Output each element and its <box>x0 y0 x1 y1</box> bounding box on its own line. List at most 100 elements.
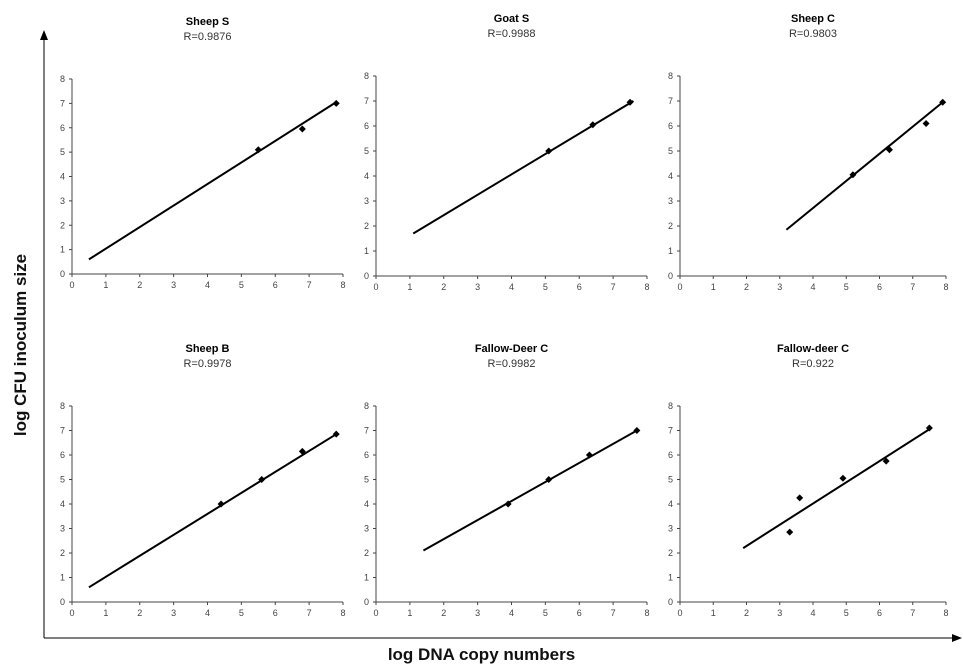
chart-panel-6: Fallow-deer C R=0.922 0 1 2 3 4 5 6 7 8 0 1 2 3 4 5 6 7 8 <box>668 343 949 618</box>
x-tick-label: 2 <box>744 282 749 292</box>
y-tick-label: 4 <box>60 499 65 509</box>
x-tick-label: 7 <box>611 608 616 618</box>
data-point <box>796 494 804 502</box>
y-axis-label: log CFU inoculum size <box>11 253 30 437</box>
x-tick-label: 2 <box>744 608 749 618</box>
chart-title: Fallow-Deer C <box>475 343 548 355</box>
trendline <box>742 428 930 549</box>
y-tick-label: 5 <box>668 475 673 485</box>
chart-panels: Sheep S R=0.9876 0 1 2 3 4 5 6 7 8 0 1 2 3 4 5 6 7 8 Goat S R… <box>60 13 949 618</box>
data-point <box>925 424 933 432</box>
y-tick-label: 6 <box>364 450 369 460</box>
x-tick-label: 4 <box>810 282 815 292</box>
y-tick-label: 1 <box>364 246 369 256</box>
x-tick-label: 1 <box>407 282 412 292</box>
y-tick-label: 2 <box>364 548 369 558</box>
x-tick-label: 3 <box>777 282 782 292</box>
chart-title: Fallow-deer C <box>777 343 849 355</box>
y-tick-label: 5 <box>364 475 369 485</box>
x-tick-label: 1 <box>103 608 108 618</box>
x-tick-label: 4 <box>205 280 210 290</box>
x-tick-label: 2 <box>137 608 142 618</box>
y-tick-label: 4 <box>364 499 369 509</box>
y-tick-label: 2 <box>60 548 65 558</box>
x-tick-label: 4 <box>509 282 514 292</box>
x-tick-label: 6 <box>577 608 582 618</box>
x-tick-label: 8 <box>943 608 948 618</box>
chart-r-value: R=0.922 <box>792 358 834 370</box>
chart-panel-4: Sheep B R=0.9978 0 1 2 3 4 5 6 7 8 0 1 2 3 4 5 6 7 8 <box>60 343 346 618</box>
y-tick-label: 4 <box>60 172 65 182</box>
data-point <box>589 121 597 129</box>
y-tick-label: 8 <box>60 401 65 411</box>
data-point <box>298 447 306 455</box>
data-point <box>332 430 340 438</box>
figure-x-axis-arrow <box>952 634 962 642</box>
chart-title: Goat S <box>494 13 529 25</box>
y-tick-label: 5 <box>60 475 65 485</box>
x-tick-label: 0 <box>373 608 378 618</box>
x-tick-label: 0 <box>69 280 74 290</box>
data-point <box>585 451 593 459</box>
x-tick-label: 6 <box>877 608 882 618</box>
y-tick-label: 7 <box>364 426 369 436</box>
x-tick-label: 8 <box>644 282 649 292</box>
data-point <box>882 457 890 465</box>
x-tick-label: 3 <box>171 608 176 618</box>
chart-r-value: R=0.9978 <box>183 358 231 370</box>
x-tick-label: 3 <box>171 280 176 290</box>
y-tick-label: 3 <box>364 196 369 206</box>
y-tick-label: 1 <box>668 246 673 256</box>
chart-r-value: R=0.9982 <box>487 358 535 370</box>
y-tick-label: 0 <box>668 271 673 281</box>
x-tick-label: 0 <box>373 282 378 292</box>
y-tick-label: 7 <box>60 426 65 436</box>
y-tick-label: 1 <box>60 245 65 255</box>
y-tick-label: 0 <box>668 597 673 607</box>
data-point <box>939 98 947 106</box>
data-point <box>254 146 262 154</box>
x-tick-label: 5 <box>543 282 548 292</box>
x-tick-label: 1 <box>711 608 716 618</box>
data-point <box>332 99 340 107</box>
y-tick-label: 2 <box>668 221 673 231</box>
y-tick-label: 0 <box>60 597 65 607</box>
chart-r-value: R=0.9876 <box>183 31 231 43</box>
y-tick-label: 5 <box>60 147 65 157</box>
y-tick-label: 7 <box>668 96 673 106</box>
x-tick-label: 0 <box>677 282 682 292</box>
data-point <box>786 528 794 536</box>
x-tick-label: 5 <box>844 282 849 292</box>
figure-y-axis-arrow <box>40 30 48 40</box>
x-tick-label: 4 <box>205 608 210 618</box>
x-tick-label: 5 <box>844 608 849 618</box>
x-tick-label: 7 <box>611 282 616 292</box>
y-tick-label: 0 <box>364 597 369 607</box>
data-point <box>885 146 893 154</box>
trendline <box>785 101 944 231</box>
y-tick-label: 1 <box>364 573 369 583</box>
y-tick-label: 6 <box>364 121 369 131</box>
data-point <box>626 98 634 106</box>
x-tick-label: 6 <box>577 282 582 292</box>
x-tick-label: 7 <box>910 608 915 618</box>
data-point <box>545 147 553 155</box>
x-tick-label: 0 <box>69 608 74 618</box>
y-tick-label: 2 <box>364 221 369 231</box>
y-tick-label: 8 <box>364 71 369 81</box>
y-tick-label: 3 <box>668 524 673 534</box>
x-tick-label: 8 <box>340 608 345 618</box>
x-tick-label: 4 <box>810 608 815 618</box>
x-tick-label: 2 <box>137 280 142 290</box>
data-point <box>839 474 847 482</box>
data-point <box>849 171 857 179</box>
data-point <box>298 125 306 133</box>
data-point <box>922 120 930 127</box>
chart-r-value: R=0.9988 <box>487 28 535 40</box>
x-tick-label: 6 <box>877 282 882 292</box>
chart-title: Sheep B <box>185 343 229 355</box>
x-tick-label: 0 <box>677 608 682 618</box>
chart-title: Sheep C <box>791 13 835 25</box>
data-point <box>633 427 641 434</box>
x-tick-label: 6 <box>273 608 278 618</box>
